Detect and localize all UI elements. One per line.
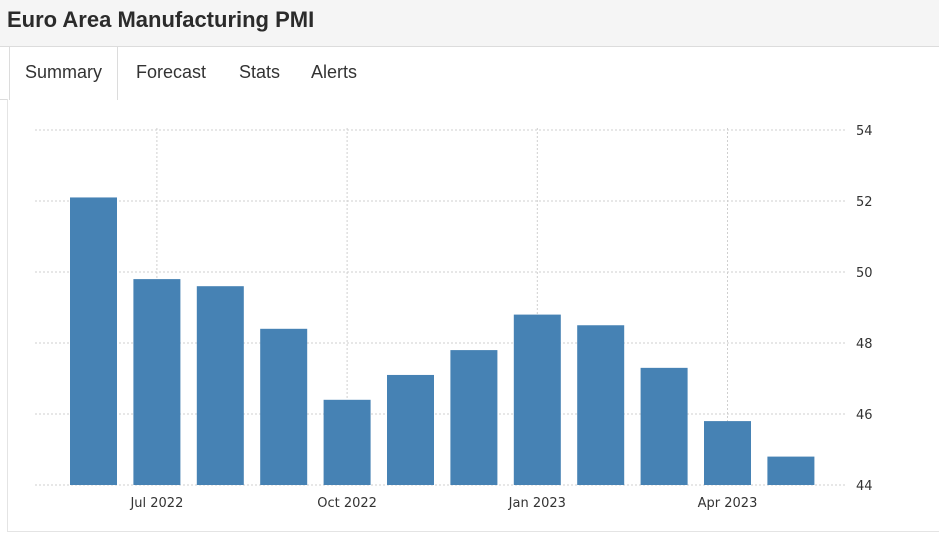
page-title: Euro Area Manufacturing PMI — [7, 7, 315, 32]
bar-oct-2022[interactable] — [323, 399, 371, 485]
tab-alerts[interactable]: Alerts — [311, 62, 358, 82]
bar-feb-2023[interactable] — [577, 325, 625, 485]
y-tick-label: 54 — [856, 124, 873, 139]
tick-labels: 54 52 50 48 46 44 Jul 2022 Oct 2022 Jan 2023 Apr … — [129, 124, 872, 511]
tab-stats[interactable]: Stats — [239, 62, 281, 82]
y-tick-label: 46 — [856, 408, 873, 423]
bar-apr-2023[interactable] — [704, 421, 751, 485]
bar-may-2023[interactable] — [767, 456, 815, 485]
bar-jul-2022[interactable] — [133, 279, 181, 485]
bar-mar-2023[interactable] — [640, 367, 688, 485]
bar-sep-2022[interactable] — [260, 328, 308, 485]
x-tick-label: Oct 2022 — [317, 496, 377, 511]
y-tick-label: 50 — [856, 266, 873, 281]
tab-bar: Summary Forecast Stats Alerts — [0, 46, 939, 100]
y-tick-label: 44 — [856, 479, 873, 494]
bar-aug-2022[interactable] — [196, 286, 244, 485]
tab-forecast[interactable]: Forecast — [136, 62, 207, 82]
bar-jun-2022[interactable] — [70, 197, 117, 485]
x-tick-label: Apr 2023 — [698, 496, 758, 511]
tab-summary[interactable]: Summary — [9, 47, 119, 100]
y-tick-label: 48 — [856, 337, 873, 352]
x-tick-label: Jan 2023 — [508, 496, 566, 511]
y-tick-label: 52 — [856, 195, 873, 210]
pmi-bar-chart: 54 52 50 48 46 44 Jul 2022 Oct 2022 Jan 2023 Apr … — [35, 124, 873, 511]
bar-dec-2022[interactable] — [450, 350, 498, 485]
bar-nov-2022[interactable] — [387, 374, 434, 485]
bar-jan-2023[interactable] — [513, 314, 561, 485]
x-tick-label: Jul 2022 — [129, 496, 183, 511]
bars — [70, 197, 815, 485]
page-header: Euro Area Manufacturing PMI — [0, 0, 939, 46]
